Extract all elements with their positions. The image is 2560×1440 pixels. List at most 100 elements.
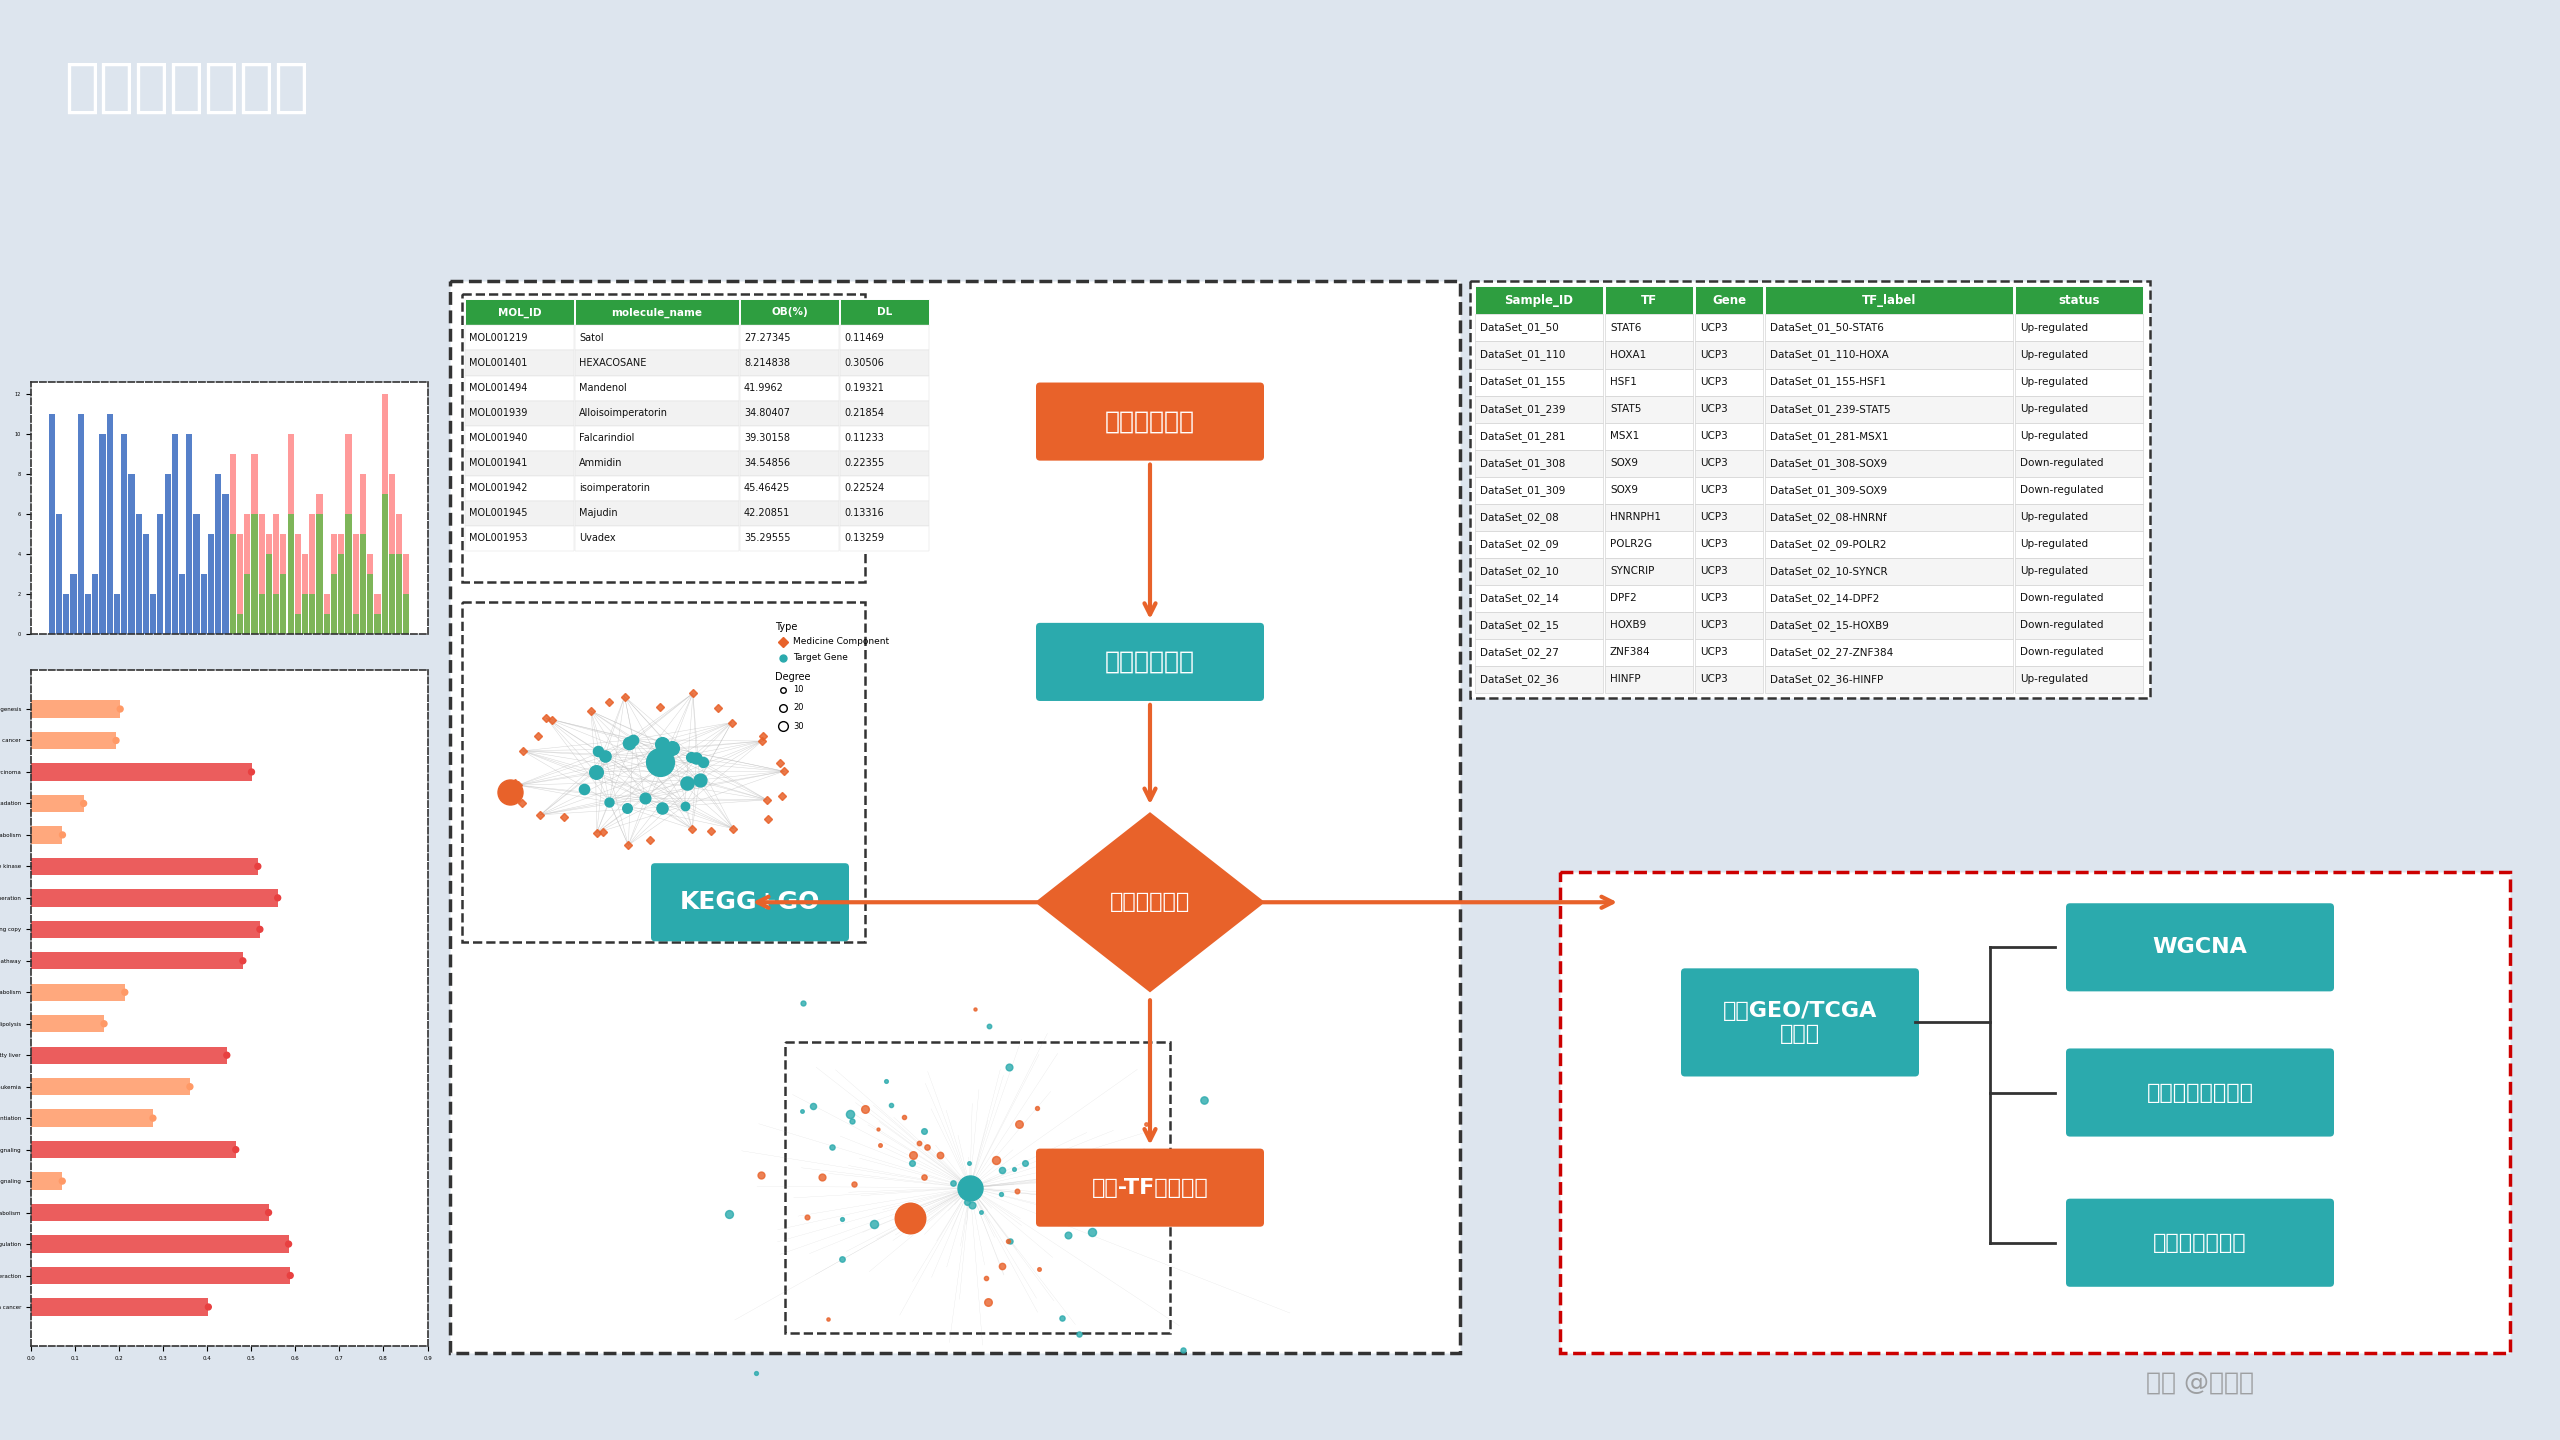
FancyBboxPatch shape	[1037, 383, 1265, 461]
Bar	[466, 451, 573, 475]
Bar	[1764, 531, 2012, 557]
Bar	[1695, 612, 1764, 639]
Bar	[31, 1079, 189, 1096]
Bar	[576, 325, 740, 350]
Text: DataSet_02_08: DataSet_02_08	[1480, 511, 1559, 523]
Bar	[840, 350, 929, 376]
Text: UCP3: UCP3	[1700, 485, 1728, 495]
Bar	[1475, 585, 1603, 612]
Point	[269, 1233, 310, 1256]
Text: 0.30506: 0.30506	[845, 359, 883, 369]
Bar	[77, 413, 84, 634]
Bar	[361, 474, 366, 534]
Text: 活性成分靶点: 活性成分靶点	[1106, 649, 1196, 674]
Point	[256, 887, 297, 910]
Bar	[302, 553, 307, 593]
FancyBboxPatch shape	[2066, 1048, 2335, 1136]
Text: UCP3: UCP3	[1700, 593, 1728, 603]
Text: Up-regulated: Up-regulated	[2020, 431, 2089, 441]
Bar	[461, 602, 865, 942]
Text: SOX9: SOX9	[1610, 485, 1638, 495]
Bar	[251, 514, 259, 634]
Point	[269, 1264, 310, 1287]
Bar	[1764, 396, 2012, 422]
Bar	[136, 514, 141, 634]
Text: DataSet_02_14: DataSet_02_14	[1480, 593, 1559, 603]
Bar	[31, 795, 84, 812]
Text: Medicine Component: Medicine Component	[794, 638, 888, 647]
FancyBboxPatch shape	[1037, 1149, 1265, 1227]
Bar	[31, 1172, 61, 1189]
Bar	[1605, 531, 1692, 557]
Bar	[466, 475, 573, 501]
FancyBboxPatch shape	[1037, 624, 1265, 701]
Bar	[1695, 341, 1764, 369]
Bar	[143, 534, 148, 634]
Bar	[840, 300, 929, 325]
Bar	[279, 573, 287, 634]
Bar	[740, 426, 840, 451]
Text: 0.22524: 0.22524	[845, 484, 883, 492]
Text: DataSet_02_09-POLR2: DataSet_02_09-POLR2	[1769, 539, 1887, 550]
Bar	[72, 573, 77, 634]
Text: DataSet_01_309: DataSet_01_309	[1480, 485, 1564, 495]
Bar	[317, 514, 323, 634]
Text: 靶点-TF网络构建: 靶点-TF网络构建	[1091, 1178, 1208, 1198]
Text: 27.27345: 27.27345	[745, 333, 791, 343]
Bar	[113, 593, 120, 634]
Text: UCP3: UCP3	[1700, 431, 1728, 441]
Text: 8.214838: 8.214838	[745, 359, 791, 369]
Bar	[1605, 341, 1692, 369]
Text: Alloisoimperatorin: Alloisoimperatorin	[579, 408, 668, 418]
Text: UCP3: UCP3	[1700, 350, 1728, 360]
Bar	[576, 451, 740, 475]
Text: 药物活性成分: 药物活性成分	[1106, 409, 1196, 433]
Text: DataSet_02_36: DataSet_02_36	[1480, 674, 1559, 685]
Text: Down-regulated: Down-regulated	[2020, 485, 2104, 495]
Bar	[294, 534, 302, 613]
Bar	[2015, 369, 2143, 396]
Bar	[294, 613, 302, 634]
Text: STAT6: STAT6	[1610, 323, 1641, 333]
Bar	[310, 514, 315, 593]
Bar	[56, 514, 61, 634]
Bar	[187, 433, 192, 634]
Bar	[576, 501, 740, 526]
Text: MOL001494: MOL001494	[468, 383, 527, 393]
Bar	[1695, 314, 1764, 341]
Bar	[92, 573, 97, 634]
Text: 0.13259: 0.13259	[845, 533, 883, 543]
Bar	[195, 514, 200, 634]
Text: isoimperatorin: isoimperatorin	[579, 484, 650, 492]
Bar	[466, 501, 573, 526]
Bar	[576, 400, 740, 426]
Bar	[2015, 341, 2143, 369]
Bar	[156, 514, 164, 634]
Text: Majudin: Majudin	[579, 508, 617, 518]
Bar	[1695, 396, 1764, 422]
Text: Type: Type	[776, 622, 796, 632]
Point	[100, 697, 141, 720]
Text: DataSet_01_110-HOXA: DataSet_01_110-HOXA	[1769, 350, 1889, 360]
Bar	[31, 1236, 289, 1253]
Bar	[1764, 477, 2012, 504]
Bar	[576, 426, 740, 451]
Bar	[1475, 341, 1603, 369]
Point	[241, 917, 282, 940]
Bar	[2015, 557, 2143, 585]
Text: UCP3: UCP3	[1700, 405, 1728, 415]
Bar	[404, 593, 410, 634]
Bar	[274, 514, 279, 593]
Bar	[840, 400, 929, 426]
Bar	[2015, 612, 2143, 639]
Text: TF_label: TF_label	[1861, 294, 1917, 307]
Text: DataSet_02_27-ZNF384: DataSet_02_27-ZNF384	[1769, 647, 1894, 658]
Text: Satol: Satol	[579, 333, 604, 343]
Bar	[2015, 314, 2143, 341]
Text: MOL001941: MOL001941	[468, 458, 527, 468]
Bar	[1605, 449, 1692, 477]
Bar	[215, 474, 220, 634]
Bar	[346, 433, 351, 514]
Text: Target Gene: Target Gene	[794, 654, 847, 662]
Bar	[466, 325, 573, 350]
